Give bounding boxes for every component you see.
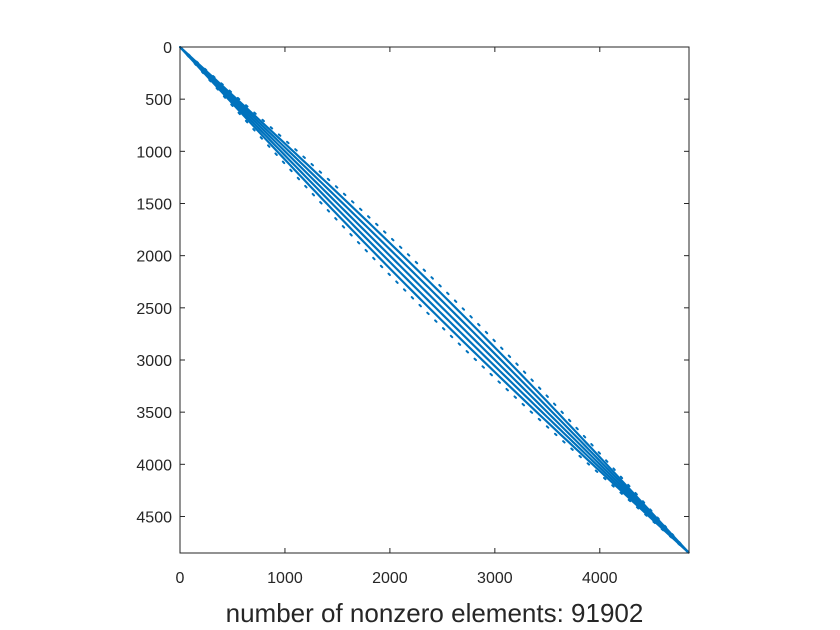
- y-tick-label: 4000: [136, 457, 172, 474]
- y-tick-label: 0: [163, 40, 172, 57]
- x-tick-label: 1000: [267, 570, 303, 587]
- y-tick-label: 1500: [136, 196, 172, 213]
- y-tick-label: 500: [145, 92, 172, 109]
- band-sub-2: [179, 46, 690, 554]
- y-tick-label: 4500: [136, 509, 172, 526]
- x-tick-label: 4000: [582, 570, 618, 587]
- band-super-2: [179, 46, 690, 554]
- axes-box: [179, 46, 690, 554]
- x-tick-label: 0: [176, 570, 185, 587]
- band-super-1: [179, 46, 690, 554]
- y-tick-label: 2000: [136, 249, 172, 266]
- x-axis-label: number of nonzero elements: 91902: [226, 598, 644, 628]
- x-tick-label: 2000: [372, 570, 408, 587]
- band-sub-1: [179, 46, 690, 554]
- y-tick-label: 3500: [136, 405, 172, 422]
- y-tick-label: 3000: [136, 353, 172, 370]
- x-tick-label: 3000: [477, 570, 513, 587]
- y-tick-label: 2500: [136, 301, 172, 318]
- sparsity-pattern: [179, 46, 690, 554]
- band-main-diagonal: [179, 46, 690, 554]
- x-axis-ticks: 0 1000 2000 3000 4000: [176, 47, 618, 587]
- y-tick-label: 1000: [136, 144, 172, 161]
- y-axis-ticks: 0 500 1000 1500 2000 2500 3000 3500 4000 4500: [136, 40, 689, 526]
